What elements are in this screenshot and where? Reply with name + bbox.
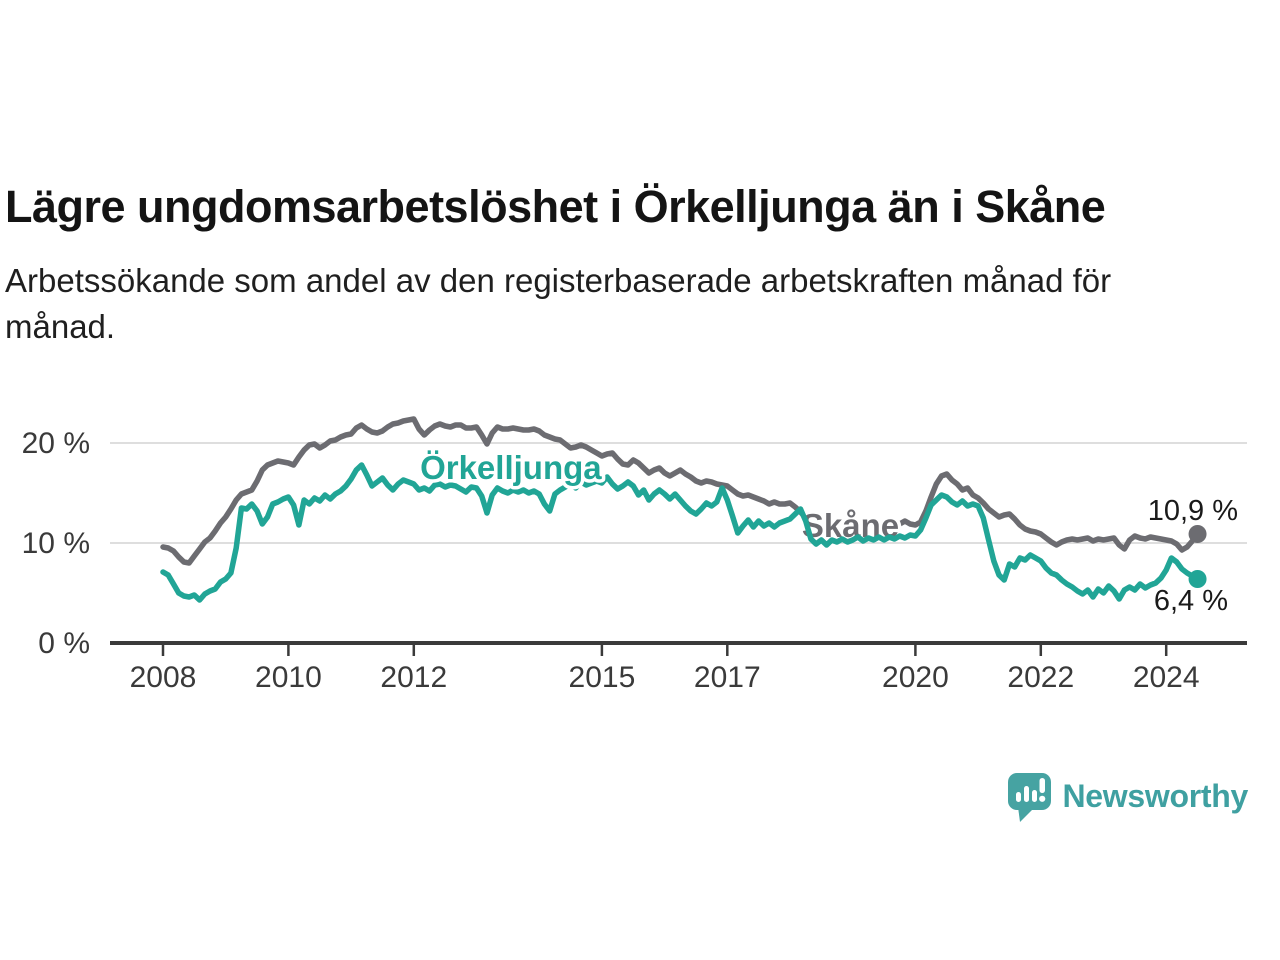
x-tick-label-2024: 2024 bbox=[1133, 661, 1200, 694]
series-line-orkelljunga bbox=[160, 462, 1201, 603]
y-tick-label-0: 0 % bbox=[38, 627, 90, 660]
x-tick-label-2020: 2020 bbox=[882, 661, 949, 694]
series-end-value-orkelljunga: 6,4 % bbox=[1154, 585, 1228, 617]
subtitle-line-2: månad. bbox=[5, 308, 116, 346]
series-line-skane bbox=[160, 416, 1201, 566]
newsworthy-logo-icon bbox=[1007, 773, 1051, 822]
x-tick-label-2022: 2022 bbox=[1007, 661, 1074, 694]
series-end-dot-skane bbox=[1188, 525, 1207, 543]
line-chart: 0 % 10 % 20 % 2008 2010 2012 2015 2017 2020 2022 2… bbox=[22, 416, 1247, 694]
x-tick-label-2015: 2015 bbox=[569, 661, 636, 694]
series-label-orkelljunga: Örkelljunga bbox=[420, 449, 602, 486]
newsworthy-logo[interactable]: Newsworthy bbox=[1006, 771, 1249, 822]
chart-subtitle: Arbetssökande som andel av den registerb… bbox=[5, 258, 1225, 350]
newsworthy-logo-text: Newsworthy bbox=[1062, 778, 1249, 814]
page-title: Lägre ungdomsarbetslöshet i Örkelljunga … bbox=[5, 181, 1106, 233]
subtitle-line-1: Arbetssökande som andel av den registerb… bbox=[5, 262, 1112, 299]
series-end-value-skane: 10,9 % bbox=[1148, 495, 1238, 527]
x-tick-label-2012: 2012 bbox=[380, 661, 447, 694]
series-end-dot-orkelljunga bbox=[1188, 570, 1207, 588]
y-tick-label-20: 20 % bbox=[22, 427, 90, 460]
x-tick-label-2010: 2010 bbox=[255, 661, 322, 694]
x-tick-label-2017: 2017 bbox=[694, 661, 761, 694]
x-tick-label-2008: 2008 bbox=[130, 661, 197, 694]
y-tick-label-10: 10 % bbox=[22, 527, 90, 560]
